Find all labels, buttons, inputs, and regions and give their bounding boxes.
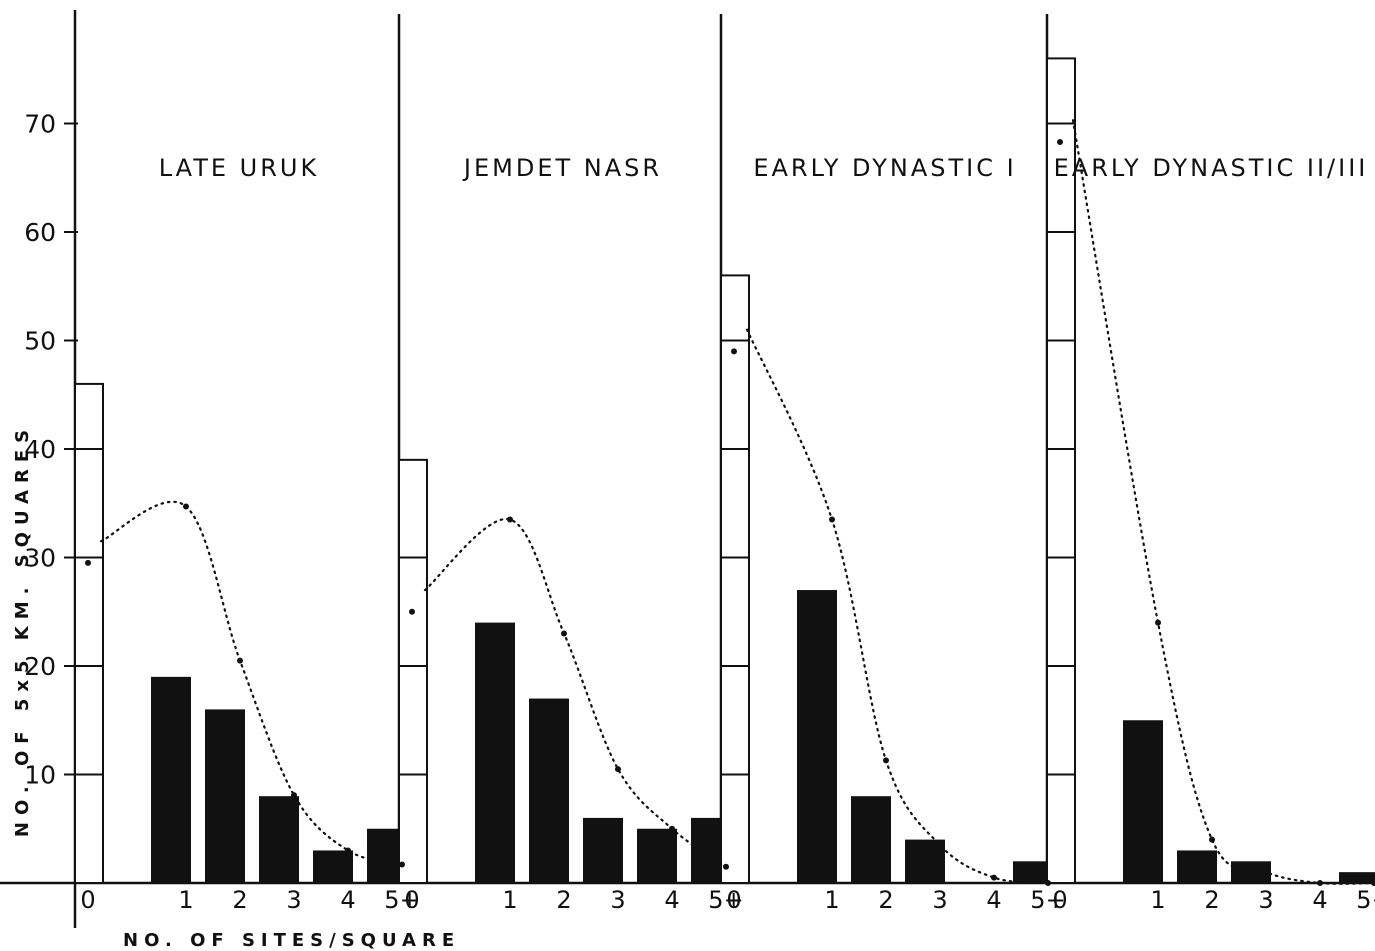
bar-empty xyxy=(720,274,750,884)
y-tick-label: 30 xyxy=(24,544,56,573)
bar-filled xyxy=(583,817,623,883)
bar-filled xyxy=(313,850,353,883)
bar-empty xyxy=(398,458,428,884)
x-axis-label: NO. OF SITES/SQUARE xyxy=(123,930,460,951)
expected-point xyxy=(883,757,889,764)
bar-filled xyxy=(637,828,677,883)
x-tick-label: 1 xyxy=(824,886,839,914)
x-tick-label: 4 xyxy=(986,886,1001,914)
bar-filled xyxy=(205,709,245,883)
bar-empty xyxy=(1046,57,1076,884)
x-tick-label: 3 xyxy=(286,886,301,914)
panel-title: LATE URUK xyxy=(159,154,319,182)
expected-point xyxy=(1045,880,1051,886)
expected-point xyxy=(723,863,729,870)
expected-point xyxy=(1209,836,1215,843)
expected-curve xyxy=(423,518,728,868)
x-tick-label: 5+ xyxy=(1356,886,1375,914)
x-tick-label: 0 xyxy=(80,886,95,914)
x-tick-label: 0 xyxy=(1052,886,1067,914)
expected-point xyxy=(669,825,675,832)
expected-point xyxy=(1155,619,1161,626)
x-tick-label: 3 xyxy=(610,886,625,914)
x-tick-label: 5+ xyxy=(384,886,419,914)
x-tick-label: 1 xyxy=(502,886,517,914)
expected-point xyxy=(937,842,943,849)
bar-empty xyxy=(74,382,104,884)
x-tick-label: 3 xyxy=(1258,886,1273,914)
y-axis-label: NO. OF 5x5 KM. SQUARES xyxy=(12,423,33,837)
y-tick-label: 60 xyxy=(24,218,56,247)
x-tick-label: 1 xyxy=(178,886,193,914)
x-tick-label: 0 xyxy=(726,886,741,914)
bar-filled xyxy=(1013,861,1053,883)
bar-filled xyxy=(1123,720,1163,883)
expected-curve xyxy=(99,500,404,866)
bar-filled xyxy=(259,796,299,883)
x-tick-label: 2 xyxy=(878,886,893,914)
expected-point xyxy=(291,792,297,799)
panel-title: EARLY DYNASTIC I xyxy=(753,154,1016,182)
x-tick-label: 3 xyxy=(932,886,947,914)
expected-point xyxy=(85,559,91,566)
expected-point xyxy=(561,630,567,637)
expected-point xyxy=(399,861,405,868)
x-tick-label: 2 xyxy=(556,886,571,914)
expected-point xyxy=(731,348,737,355)
bar-filled xyxy=(851,796,891,883)
x-tick-label: 4 xyxy=(1312,886,1327,914)
y-tick-label: 10 xyxy=(24,761,56,790)
y-tick-label: 20 xyxy=(24,652,56,681)
expected-point xyxy=(409,608,415,615)
bar-empty-outline xyxy=(720,274,750,884)
bar-empty-outline xyxy=(398,458,428,884)
x-tick-label: 5+ xyxy=(708,886,743,914)
expected-point xyxy=(507,516,513,523)
y-tick-label: 70 xyxy=(24,110,56,139)
panel-title: EARLY DYNASTIC II/III xyxy=(1054,154,1369,182)
expected-point xyxy=(345,847,351,854)
expected-curve xyxy=(1071,119,1375,885)
bar-filled xyxy=(529,698,569,883)
expected-point xyxy=(829,516,835,523)
x-tick-label: 2 xyxy=(1204,886,1219,914)
expected-point xyxy=(237,657,243,664)
bar-filled xyxy=(1339,872,1375,883)
y-tick-label: 50 xyxy=(24,327,56,356)
bar-filled xyxy=(151,676,191,883)
expected-point xyxy=(1371,880,1375,886)
x-tick-label: 4 xyxy=(340,886,355,914)
x-tick-label: 1 xyxy=(1150,886,1165,914)
expected-point xyxy=(1263,869,1269,876)
x-tick-label: 0 xyxy=(404,886,419,914)
bar-filled xyxy=(1231,861,1271,883)
expected-point xyxy=(991,874,997,881)
panel-title: JEMDET NASR xyxy=(462,154,662,182)
expected-point xyxy=(1317,880,1323,886)
x-tick-label: 2 xyxy=(232,886,247,914)
expected-point xyxy=(615,766,621,773)
bar-filled xyxy=(475,622,515,883)
x-tick-label: 5+ xyxy=(1030,886,1065,914)
y-tick-label: 40 xyxy=(24,435,56,464)
expected-point xyxy=(1057,138,1063,145)
x-tick-label: 4 xyxy=(664,886,679,914)
bar-filled xyxy=(1177,850,1217,883)
bar-empty-outline xyxy=(1046,57,1076,884)
bar-empty-outline xyxy=(74,382,104,884)
expected-point xyxy=(183,503,189,510)
bar-filled xyxy=(797,590,837,883)
expected-curve xyxy=(745,328,1050,885)
